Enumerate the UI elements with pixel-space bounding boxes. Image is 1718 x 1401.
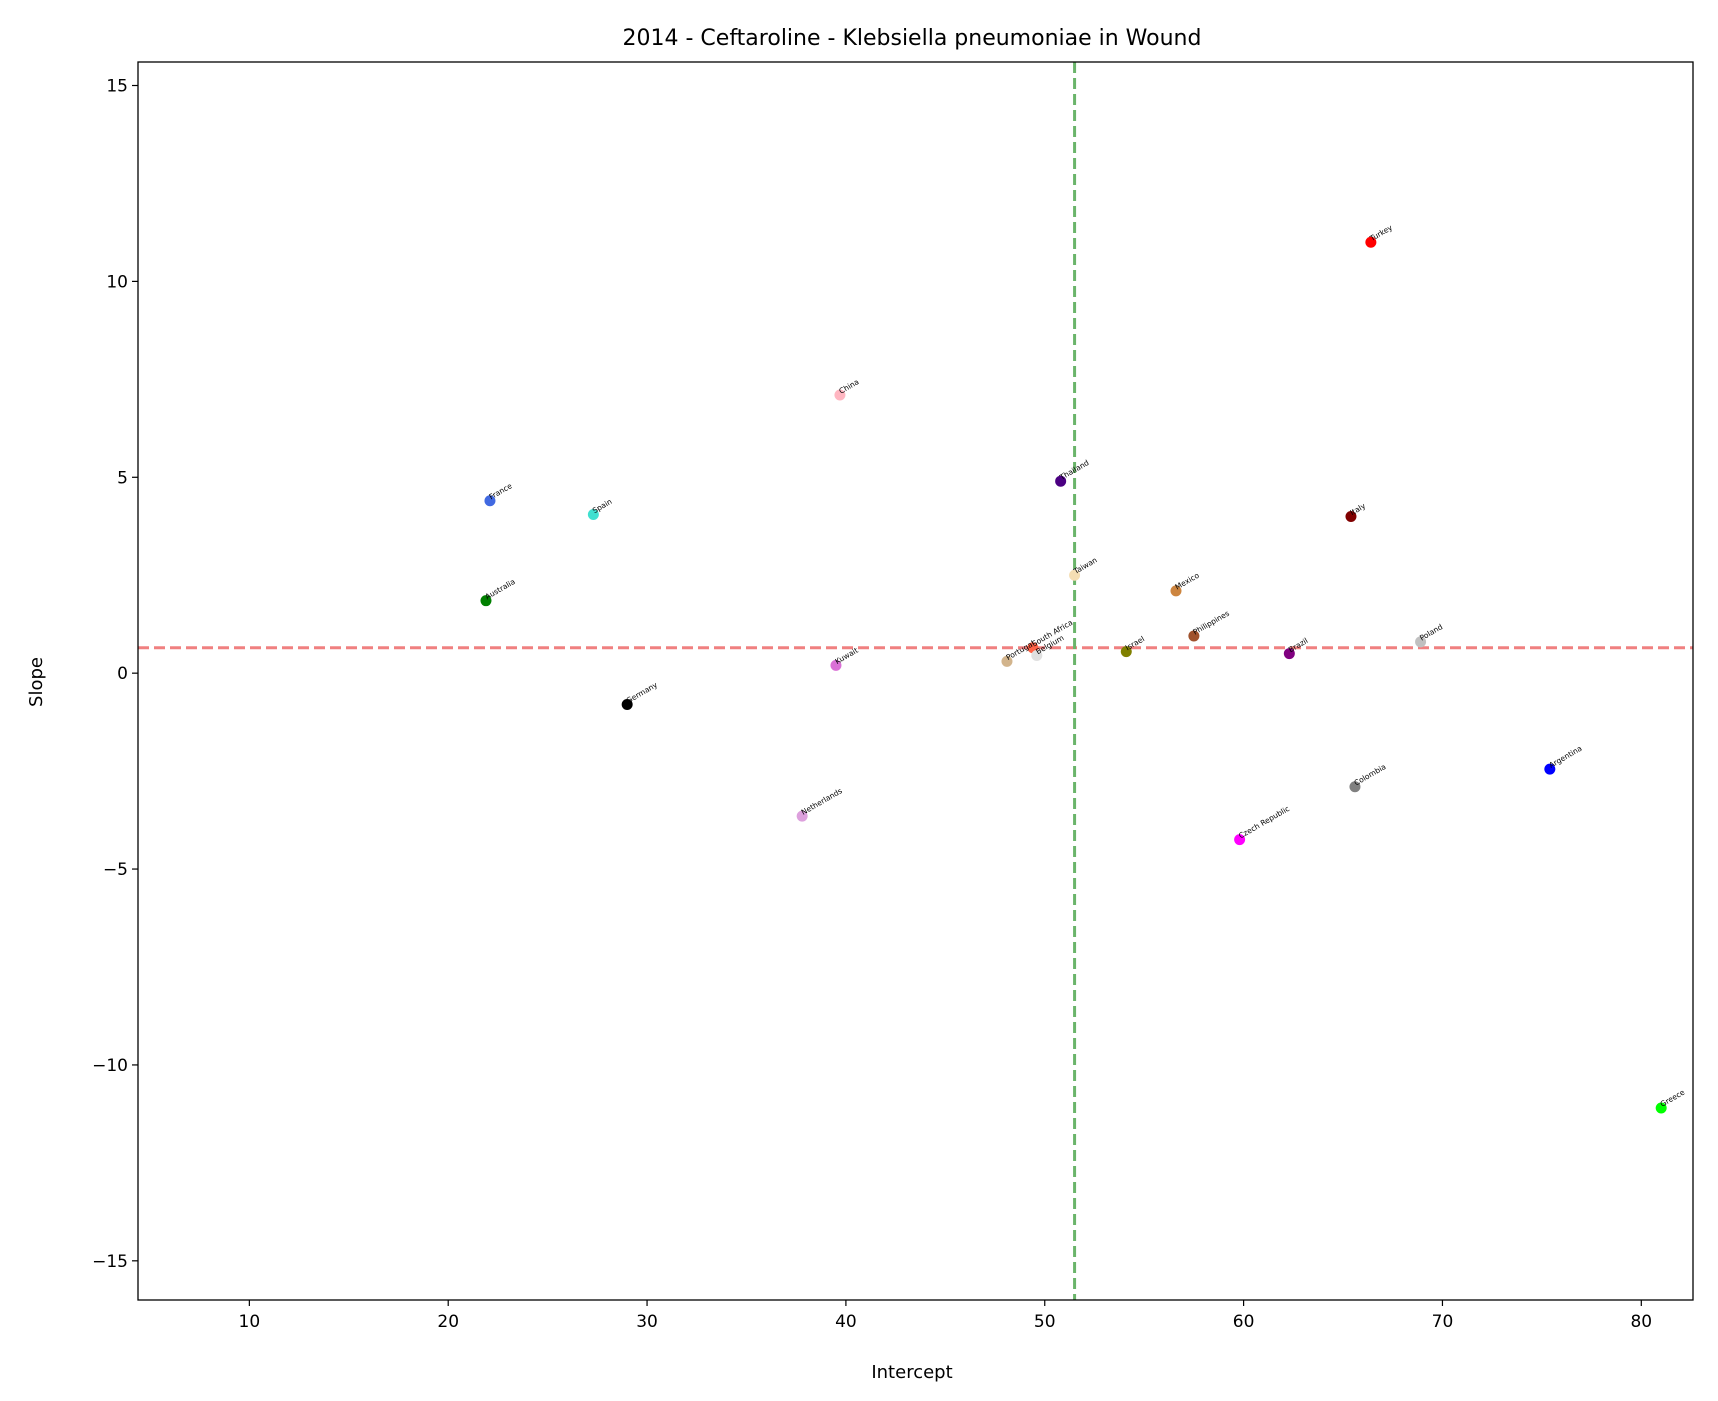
data-point (1170, 585, 1182, 597)
data-point (1349, 781, 1361, 793)
data-point (1234, 834, 1246, 846)
y-tick-label: −15 (92, 1252, 128, 1272)
x-tick-label: 60 (1233, 1312, 1255, 1332)
data-point (1031, 650, 1043, 662)
y-tick-label: 0 (117, 664, 128, 684)
plot-area-frame (137, 61, 1694, 1301)
x-tick-label: 80 (1630, 1312, 1652, 1332)
y-axis-label: Slope (26, 657, 47, 707)
data-point (1655, 1102, 1667, 1114)
data-point (1345, 510, 1357, 522)
x-axis-label: Intercept (871, 1362, 952, 1383)
y-tick-label: −5 (103, 860, 128, 880)
data-point (1069, 569, 1081, 581)
y-tick-label: 5 (117, 468, 128, 488)
chart-title: 2014 - Ceftaroline - Klebsiella pneumoni… (623, 26, 1202, 51)
y-tick-label: 10 (106, 272, 128, 292)
data-point (1415, 636, 1427, 648)
data-point (834, 389, 846, 401)
x-tick-label: 30 (636, 1312, 658, 1332)
data-point (1544, 763, 1556, 775)
data-point (1365, 236, 1377, 248)
data-point (621, 699, 633, 711)
data-point (480, 595, 492, 607)
reference-lines (138, 62, 1693, 1300)
data-point (1188, 630, 1200, 642)
x-tick-label: 70 (1432, 1312, 1454, 1332)
axis-ticks: 10 20 30 40 50 60 70 80 −15 −10 −5 0 5 10 15 (92, 77, 1652, 1332)
data-point (587, 508, 599, 520)
y-tick-label: −10 (92, 1056, 128, 1076)
x-tick-label: 20 (437, 1312, 459, 1332)
x-tick-label: 50 (1034, 1312, 1056, 1332)
data-points (480, 236, 1667, 1114)
data-point (484, 495, 496, 507)
data-point (796, 810, 808, 822)
x-tick-label: 10 (239, 1312, 261, 1332)
data-point (1001, 655, 1013, 667)
x-tick-label: 40 (835, 1312, 857, 1332)
y-tick-label: 15 (106, 77, 128, 97)
data-point (1283, 648, 1295, 660)
data-point (1120, 646, 1132, 658)
data-point (830, 659, 842, 671)
data-point (1055, 475, 1067, 487)
